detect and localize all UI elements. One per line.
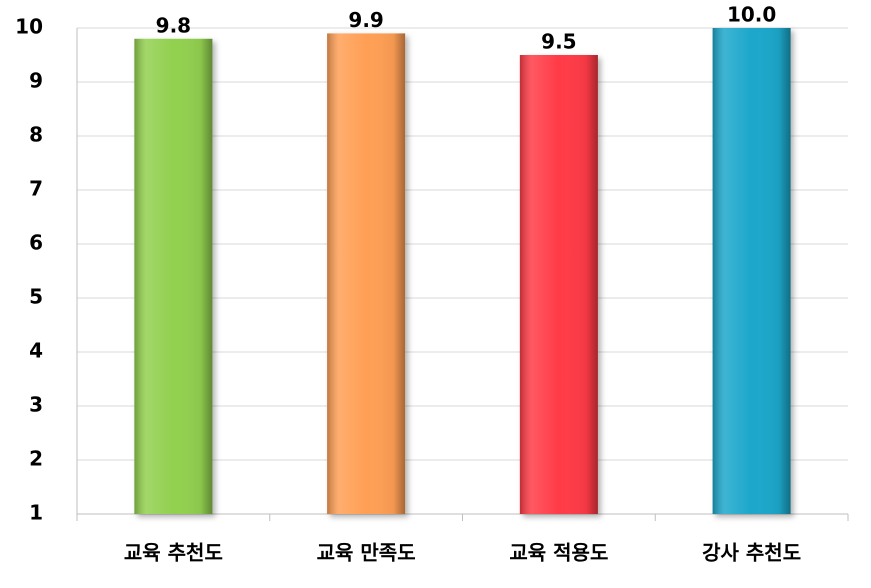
- value-label: 9.8: [156, 13, 191, 37]
- y-tick-label: 9: [29, 69, 43, 93]
- y-tick-label: 4: [29, 339, 43, 363]
- bar-shade: [712, 28, 791, 514]
- y-tick-label: 6: [29, 231, 43, 255]
- y-tick-label: 3: [29, 393, 43, 417]
- y-tick-label: 7: [29, 177, 43, 201]
- bars: [134, 28, 791, 515]
- y-tick-label: 2: [29, 447, 43, 471]
- y-tick-label: 5: [29, 285, 43, 309]
- x-tick-label: 교육 적용도: [509, 541, 608, 565]
- bar-shade: [519, 55, 598, 514]
- labels: 1 2 3 4 5 6 7 8 9 10 교육 추천도 9.8 교육 만족도 9.9 교육 적용도 9.5 강사…: [15, 3, 801, 565]
- y-tick-label: 1: [29, 501, 43, 525]
- value-label: 9.5: [541, 30, 576, 54]
- x-tick-label: 강사 추천도: [702, 541, 801, 565]
- y-tick-label: 10: [15, 15, 43, 39]
- x-tick-label: 교육 만족도: [317, 541, 416, 565]
- y-tick-label: 8: [29, 123, 43, 147]
- x-tick-label: 교육 추천도: [124, 541, 223, 565]
- bar-shade: [327, 33, 406, 515]
- value-label: 9.9: [348, 8, 383, 32]
- bar-shade: [134, 38, 213, 515]
- value-label: 10.0: [727, 3, 776, 27]
